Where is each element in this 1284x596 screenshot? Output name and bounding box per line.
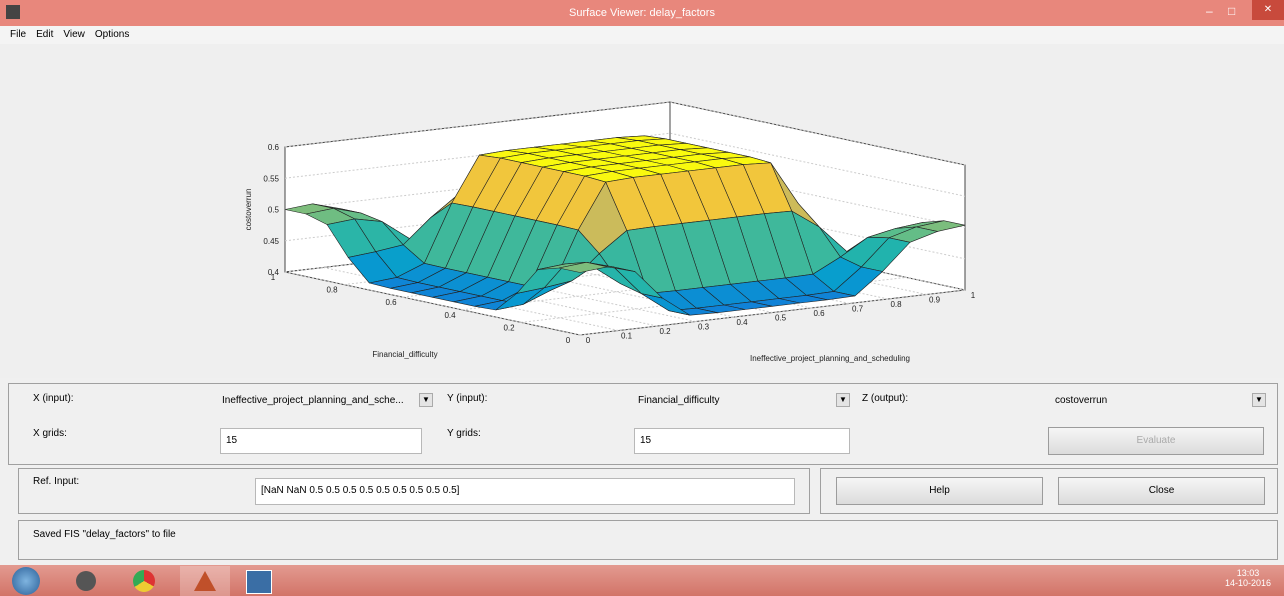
grid-line	[284, 101, 966, 166]
x-tick-label: 0.8	[890, 300, 902, 309]
time: 13:03	[1236, 568, 1260, 578]
label: X (input):	[33, 393, 74, 404]
x-tick-label: 0.5	[775, 314, 787, 323]
z-axis-label: costoverrun	[244, 189, 253, 231]
input-panel	[8, 383, 1278, 465]
x-tick-label: 0.3	[698, 323, 710, 332]
start-button[interactable]	[12, 567, 40, 595]
y-tick-label: 0.6	[385, 298, 397, 307]
window-title: Surface Viewer: delay_factors	[569, 7, 715, 19]
x-tick-label: 0.7	[852, 305, 864, 314]
z-tick-label: 0.55	[263, 174, 279, 183]
close-button[interactable]: Close	[1058, 477, 1265, 505]
status-text: Saved FIS "delay_factors" to file	[33, 529, 176, 540]
evaluate-button[interactable]: Evaluate	[1048, 427, 1264, 455]
x-axis-label: Ineffective_project_planning_and_schedul…	[750, 354, 910, 363]
dropdown-arrow[interactable]: ▼	[1252, 393, 1266, 407]
label: X grids:	[33, 428, 67, 439]
title-bar: Surface Viewer: delay_factors – □ ✕	[0, 0, 1284, 26]
dropdown[interactable]: costoverrun	[1055, 395, 1108, 406]
close-window[interactable]: ✕	[1252, 0, 1284, 20]
z-tick-label: 0.5	[268, 206, 280, 215]
button-panel	[820, 468, 1278, 514]
text-field[interactable]: 15	[220, 428, 422, 454]
z-tick-label: 0.6	[268, 143, 280, 152]
grid-line	[579, 289, 966, 336]
surface-patch	[558, 261, 608, 273]
x-tick-label: 1	[971, 291, 976, 300]
grid-line	[284, 163, 966, 228]
y-tick-label: 0.8	[326, 286, 338, 295]
taskbar-icon[interactable]	[133, 570, 155, 592]
dropdown-arrow[interactable]: ▼	[419, 393, 433, 407]
help-button[interactable]: Help	[836, 477, 1043, 505]
menu-item[interactable]: View	[63, 29, 85, 40]
z-tick-label: 0.4	[268, 268, 280, 277]
y-tick-label: 1	[271, 273, 276, 282]
maximize[interactable]: □	[1228, 4, 1236, 18]
status-bar: Saved FIS "delay_factors" to file	[18, 520, 1278, 560]
app-icon	[6, 5, 20, 19]
label: Z (output):	[862, 393, 909, 404]
taskbar-icon[interactable]	[246, 570, 272, 594]
text-field[interactable]: 15	[634, 428, 850, 454]
taskbar-icon[interactable]	[76, 571, 96, 591]
text-field[interactable]: [NaN NaN 0.5 0.5 0.5 0.5 0.5 0.5 0.5 0.5…	[255, 478, 795, 505]
label: Y (input):	[447, 393, 488, 404]
minimize[interactable]: –	[1206, 4, 1213, 18]
x-tick-label: 0.6	[813, 309, 825, 318]
dropdown[interactable]: Financial_difficulty	[638, 395, 720, 406]
date: 14-10-2016	[1225, 578, 1272, 588]
menu-item[interactable]: Options	[94, 29, 130, 40]
x-tick-label: 0.4	[736, 318, 748, 327]
label: Y grids:	[447, 428, 481, 439]
x-tick-label: 0.9	[929, 296, 941, 305]
z-tick-label: 0.45	[263, 237, 279, 246]
y-tick-label: 0.2	[503, 323, 515, 332]
x-tick-label: 0	[586, 336, 591, 345]
matlab-icon	[194, 571, 216, 591]
ref-panel	[18, 468, 810, 514]
menu-item[interactable]: Edit	[36, 29, 54, 40]
y-axis-label: Financial_difficulty	[372, 350, 437, 359]
surface-plot: 0.4 0.45 0.5 0.55 0.6 0 0.1 0.2 0.3 0.4 0.5 0.6 0.7 0…	[0, 44, 1284, 378]
menu-bar: File Edit View Options	[0, 26, 1284, 44]
taskbar: 13:03 14-10-2016	[0, 565, 1284, 596]
x-tick-label: 0.2	[659, 327, 671, 336]
grid-line	[284, 132, 966, 197]
y-tick-label: 0.4	[444, 311, 456, 320]
y-tick-label: 0	[566, 336, 571, 345]
dropdown[interactable]: Ineffective_project_planning_and_sche...	[222, 395, 404, 406]
clock: 13:03 14-10-2016	[1225, 568, 1271, 588]
dropdown-arrow[interactable]: ▼	[836, 393, 850, 407]
label: Ref. Input:	[33, 476, 80, 487]
menu-item[interactable]: File	[10, 29, 27, 40]
x-tick-label: 0.1	[621, 332, 633, 341]
